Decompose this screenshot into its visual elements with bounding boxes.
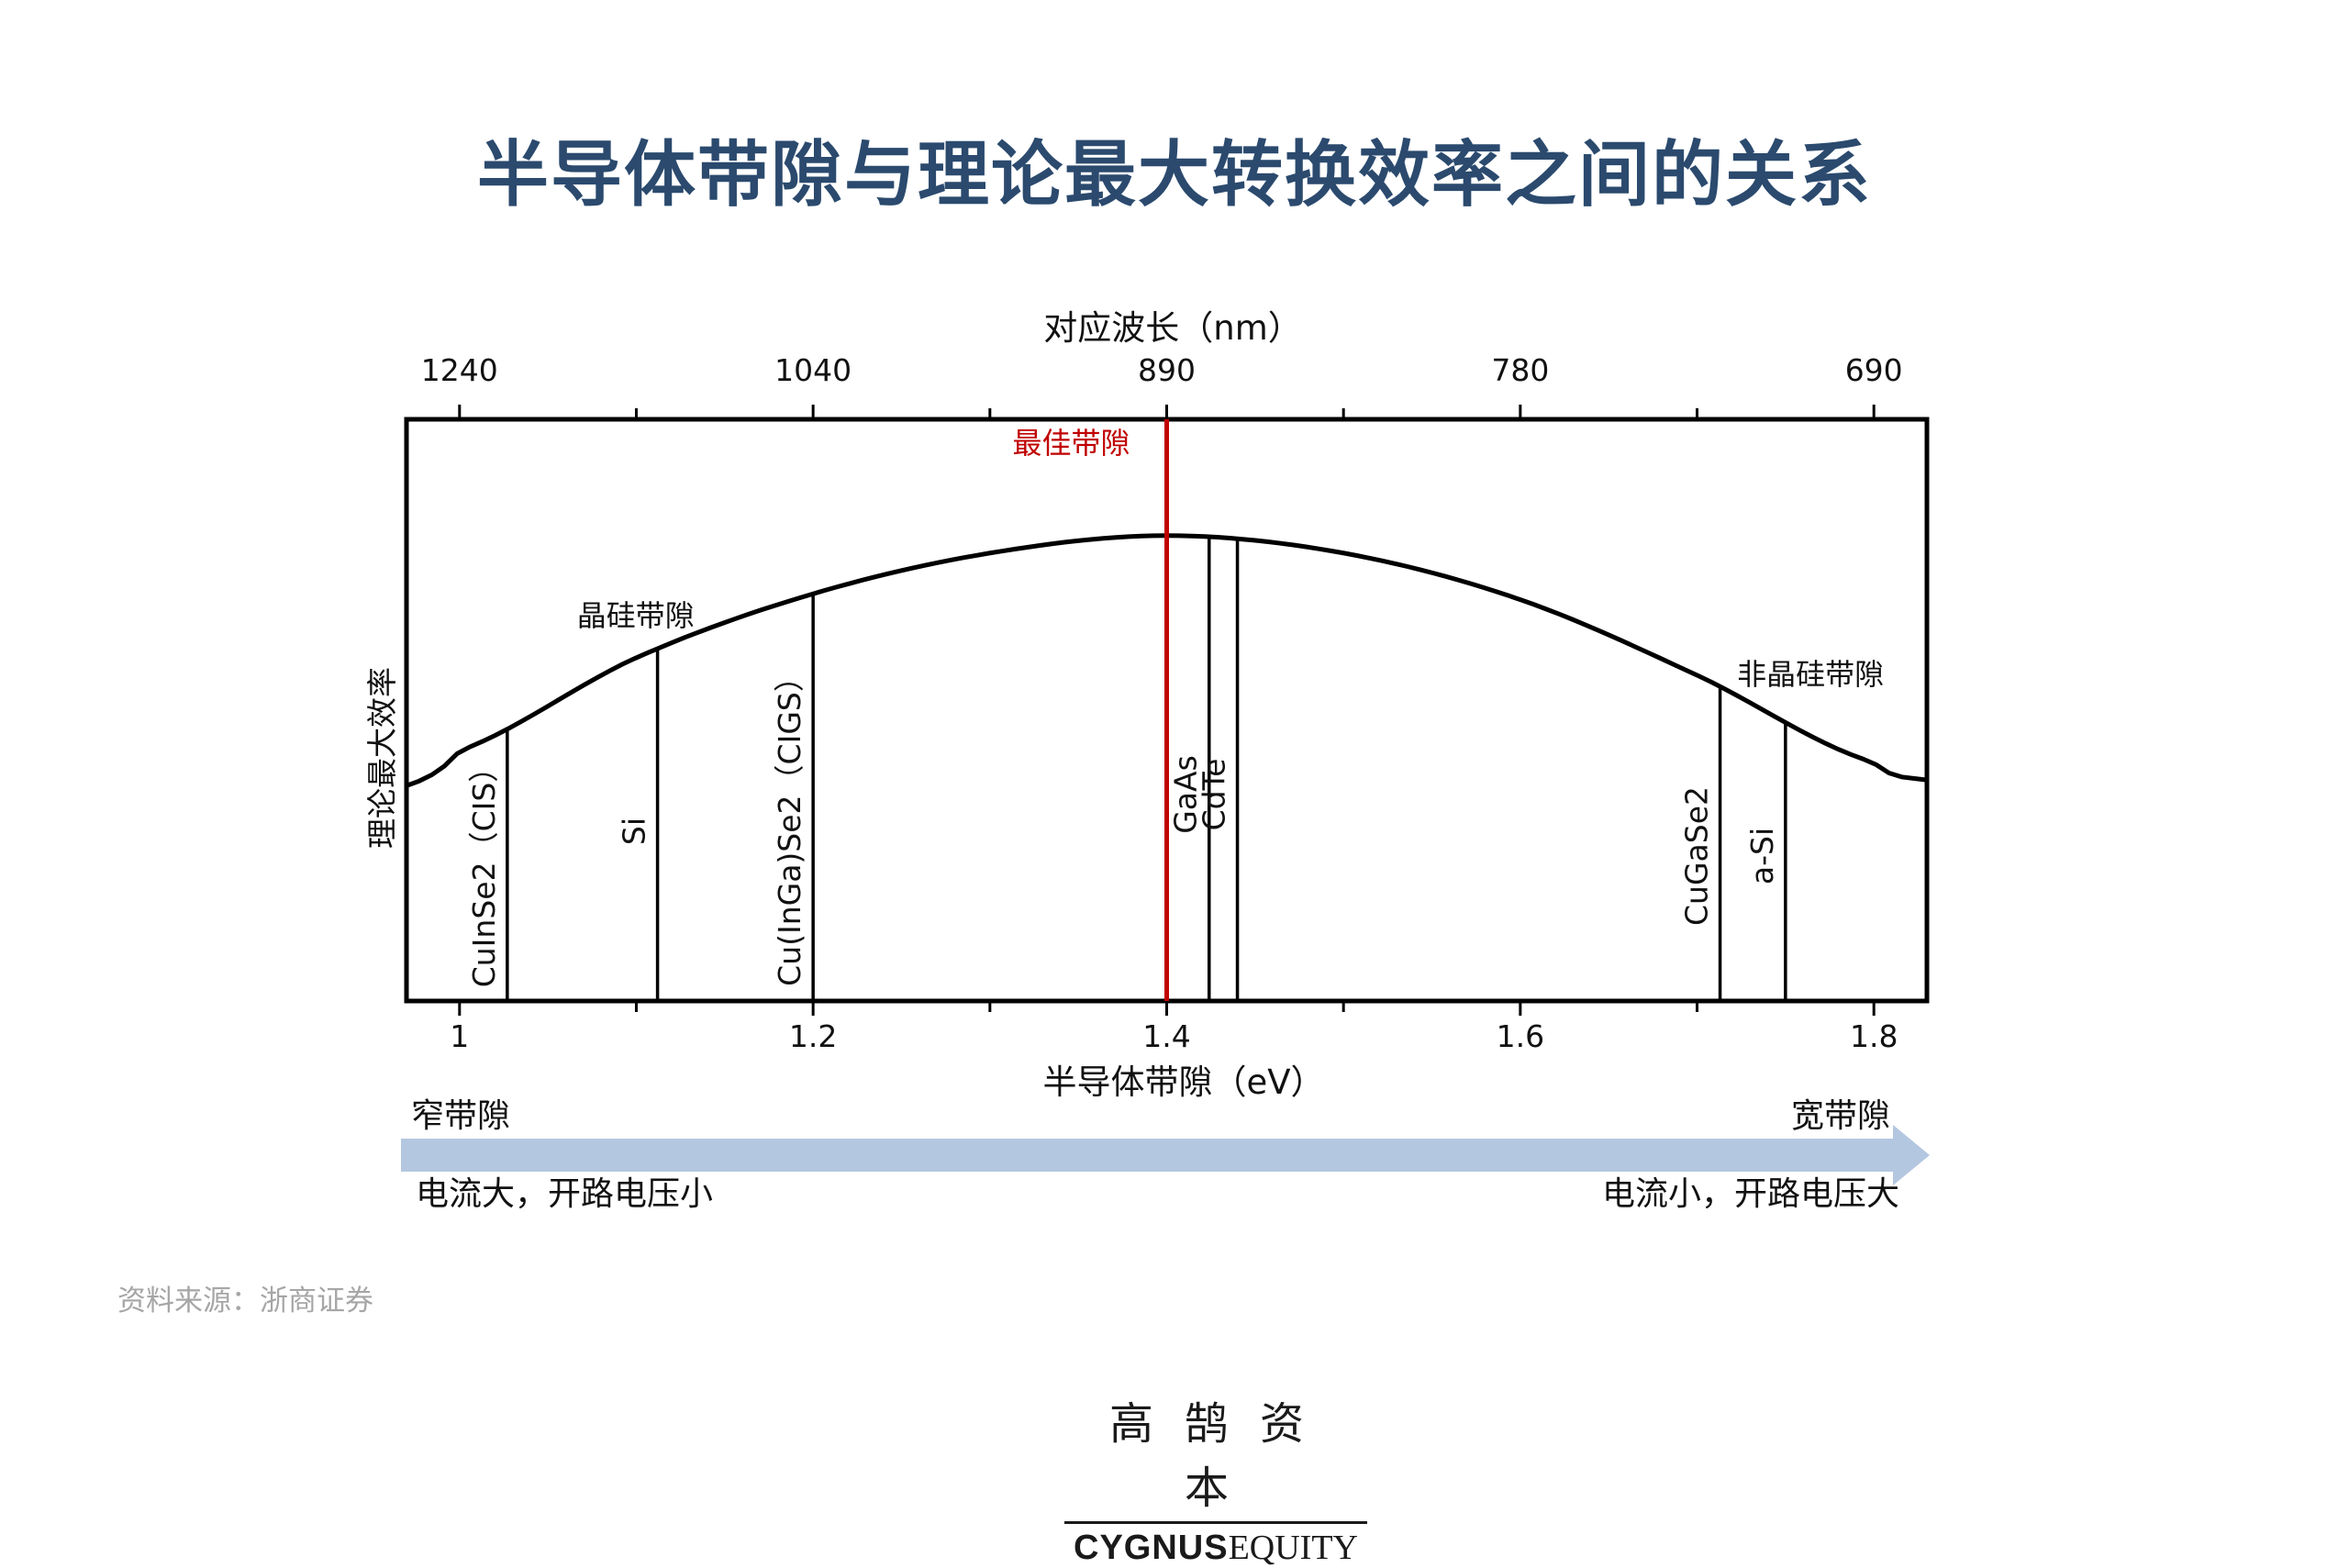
material-label: CuGaSe2 [1679, 786, 1715, 926]
page-title: 半导体带隙与理论最大转换效率之间的关系 [476, 134, 1872, 217]
source-note: 资料来源：浙商证券 [117, 1284, 373, 1318]
annotation-label: 非晶硅带隙 [1737, 657, 1884, 692]
x-tick-label: 1.4 [1142, 1018, 1190, 1054]
top-tick-label: 1040 [774, 352, 852, 388]
bottom-axis: 1 1.2 1.4 1.6 1.8 [450, 1001, 1898, 1054]
material-label: a-Si [1744, 828, 1780, 884]
arrow-left-label: 窄带隙 [411, 1097, 510, 1135]
top-tick-label: 780 [1491, 352, 1549, 388]
x-axis-title: 半导体带隙（eV） [1042, 1062, 1324, 1102]
top-tick-label: 890 [1138, 352, 1196, 388]
material-label: Cu(InGa)Se2（CIGS） [772, 662, 807, 986]
y-axis-title: 理论最大效率 [364, 667, 400, 849]
x-tick-label: 1 [450, 1018, 469, 1054]
bandgap-arrow [401, 1125, 1930, 1185]
x-tick-label: 1.2 [789, 1018, 837, 1054]
arrow-right-note: 电流小，开路电压大 [1602, 1175, 1899, 1213]
arrow-left-note: 电流大，开路电压小 [416, 1175, 713, 1213]
material-label: GaAs [1168, 755, 1204, 834]
logo-divider [1064, 1521, 1367, 1524]
logo-english: CYGNUSEQUITY [1064, 1528, 1367, 1568]
logo-chinese: 高鹄资本 [1108, 1398, 1335, 1514]
annotation-label: 晶硅带隙 [577, 598, 695, 633]
material-label: CuInSe2（CIS） [466, 752, 502, 988]
x-tick-label: 1.8 [1850, 1018, 1898, 1054]
logo-english-bold: CYGNUS [1074, 1529, 1229, 1567]
material-label: CdTe [1197, 759, 1232, 831]
top-axis: 1240 1040 890 780 690 [421, 352, 1903, 419]
top-tick-label: 690 [1845, 352, 1903, 388]
bandgap-efficiency-chart: 对应波长（nm） 1240 1040 890 780 690 1 1.2 1.4 1.6 1.8… [364, 308, 1930, 1213]
arrow-right-label: 宽带隙 [1791, 1097, 1890, 1135]
optimal-bandgap-label: 最佳带隙 [1012, 426, 1130, 461]
logo-english-rest: EQUITY [1228, 1529, 1358, 1567]
top-axis-title: 对应波长（nm） [1043, 308, 1302, 348]
x-tick-label: 1.6 [1497, 1018, 1544, 1054]
logo: 高鹄资本 CYGNUSEQUITY [1064, 1387, 1367, 1568]
material-label: Si [617, 817, 652, 845]
top-tick-label: 1240 [421, 352, 498, 388]
